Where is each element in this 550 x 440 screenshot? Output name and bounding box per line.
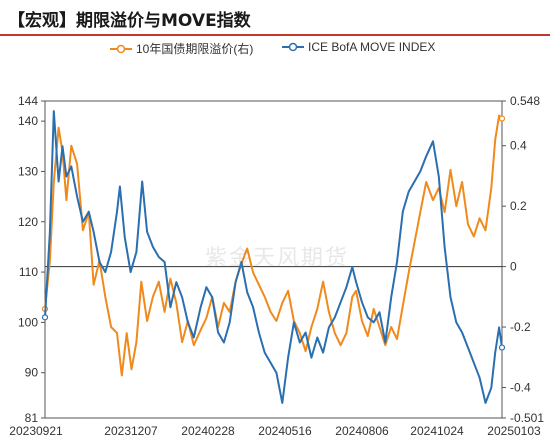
x-tick-label: 20241024: [410, 424, 464, 438]
y-left-tick-label: 144: [18, 94, 38, 108]
title-rule: [0, 34, 550, 36]
y-right-tick-label: 0.2: [510, 199, 527, 213]
legend-item-term-premium: 10年国债期限溢价(右): [110, 40, 253, 57]
legend-label-move: ICE BofA MOVE INDEX: [308, 40, 436, 54]
y-left-tick-label: 140: [18, 114, 38, 128]
legend-swatch-term-premium: [110, 44, 132, 53]
series-line-term-premium: [44, 114, 503, 377]
y-right-tick-label: -0.501: [510, 411, 544, 425]
marker-move: [498, 344, 506, 351]
y-right-tick-label: 0.4: [510, 139, 527, 153]
chart-title: 【宏观】期限溢价与MOVE指数: [8, 11, 251, 31]
y-left-tick-label: 120: [18, 215, 38, 229]
legend-item-move: ICE BofA MOVE INDEX: [282, 40, 435, 54]
x-tick-label: 20240806: [335, 424, 389, 438]
series-line-move: [44, 110, 503, 404]
marker-move: [41, 314, 49, 321]
x-tick-label: 20230921: [9, 424, 63, 438]
y-left-tick-label: 100: [18, 315, 38, 329]
x-tick-label: 20231207: [104, 424, 158, 438]
y-right-tick-label: 0: [510, 260, 517, 274]
watermark-text: 紫金天风期货: [205, 246, 350, 271]
y-right-tick-label: -0.2: [510, 320, 531, 334]
x-tick-label: 20240516: [258, 424, 312, 438]
legend-swatch-move: [282, 42, 304, 52]
plot-frame: [44, 100, 503, 419]
y-left-tick-label: 81: [25, 411, 39, 425]
y-right-tick-label: -0.4: [510, 380, 531, 394]
y-left-tick-label: 90: [25, 366, 39, 380]
y-left-tick-label: 130: [18, 164, 38, 178]
legend-label-term-premium: 10年国债期限溢价(右): [136, 42, 254, 56]
y-left-tick-label: 110: [19, 265, 38, 279]
y-right-tick-label: 0.548: [510, 94, 540, 108]
x-tick-label: 20240228: [181, 424, 235, 438]
x-tick-label: 20250103: [487, 424, 541, 438]
marker-term-premium: [498, 115, 506, 122]
